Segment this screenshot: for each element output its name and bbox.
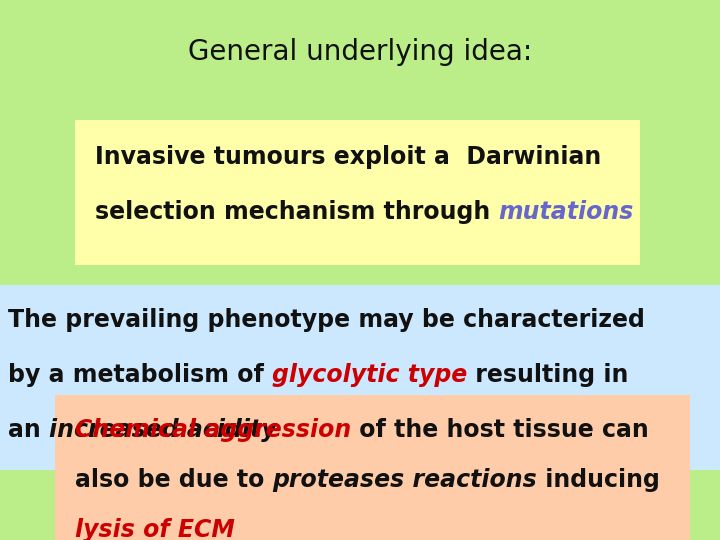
Bar [55,395,690,540]
Text: inducing: inducing [537,468,660,492]
Text: an: an [8,418,49,442]
Text: also be due to: also be due to [75,468,273,492]
Text: proteases reactions: proteases reactions [273,468,537,492]
Text: glycolytic type: glycolytic type [272,363,467,387]
Text: Invasive tumours exploit a  Darwinian: Invasive tumours exploit a Darwinian [95,145,601,169]
Text: of the host tissue can: of the host tissue can [351,418,649,442]
Bar [75,120,640,265]
Text: Chemical aggression: Chemical aggression [75,418,351,442]
Text: The prevailing phenotype may be characterized: The prevailing phenotype may be characte… [8,308,645,332]
Text: increased acidity: increased acidity [49,418,276,442]
Bar [0,285,720,470]
Text: selection mechanism through: selection mechanism through [95,200,498,224]
Text: by a metabolism of: by a metabolism of [8,363,272,387]
Text: General underlying idea:: General underlying idea: [188,38,532,66]
Text: resulting in: resulting in [467,363,629,387]
Text: lysis of ECM: lysis of ECM [75,518,235,540]
Text: mutations: mutations [498,200,634,224]
